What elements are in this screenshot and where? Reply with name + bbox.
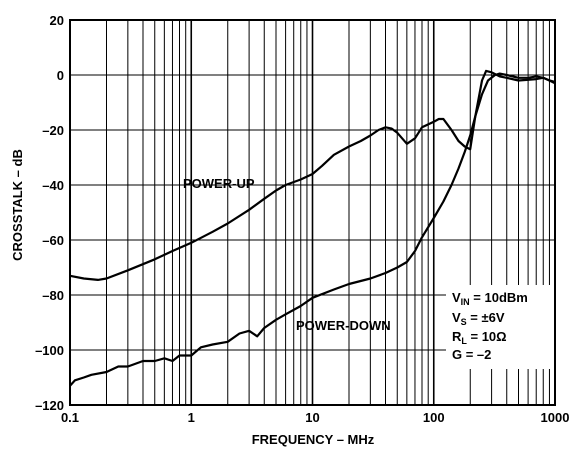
x-tick-label: 0.1 (61, 410, 79, 425)
y-tick-label: –40 (42, 178, 64, 193)
y-axis-title: CROSSTALK – dB (10, 149, 25, 261)
x-axis-title: FREQUENCY – MHz (252, 432, 375, 447)
series-line-power-down (69, 72, 556, 387)
series-line-power-up (69, 69, 556, 281)
y-tick-label: –120 (35, 398, 64, 413)
condition-vin: VIN = 10dBm (452, 290, 528, 307)
y-tick-label: 0 (57, 68, 64, 83)
series-label-power-up: POWER-UP (183, 176, 255, 191)
tick-labels: 0.1 1 10 100 1000 20 0 –20 –40 –60 –80 –100 –120 (35, 13, 569, 425)
y-tick-label: 20 (50, 13, 64, 28)
x-tick-label: 1000 (541, 410, 570, 425)
x-tick-label: 1 (188, 410, 195, 425)
y-tick-label: –20 (42, 123, 64, 138)
series-label-power-down: POWER-DOWN (296, 318, 391, 333)
y-tick-label: –80 (42, 288, 64, 303)
x-tick-label: 100 (423, 410, 445, 425)
y-tick-label: –100 (35, 343, 64, 358)
conditions-box: VIN = 10dBm VS = ±6V RL = 10Ω G = –2 (446, 285, 554, 369)
condition-gain: G = –2 (452, 347, 491, 362)
condition-vs: VS = ±6V (452, 310, 505, 327)
conditions-background (446, 285, 554, 369)
plot-frame (69, 19, 556, 406)
x-tick-label: 10 (305, 410, 319, 425)
condition-rl: RL = 10Ω (452, 329, 507, 346)
series-layer (69, 69, 556, 387)
y-tick-label: –60 (42, 233, 64, 248)
